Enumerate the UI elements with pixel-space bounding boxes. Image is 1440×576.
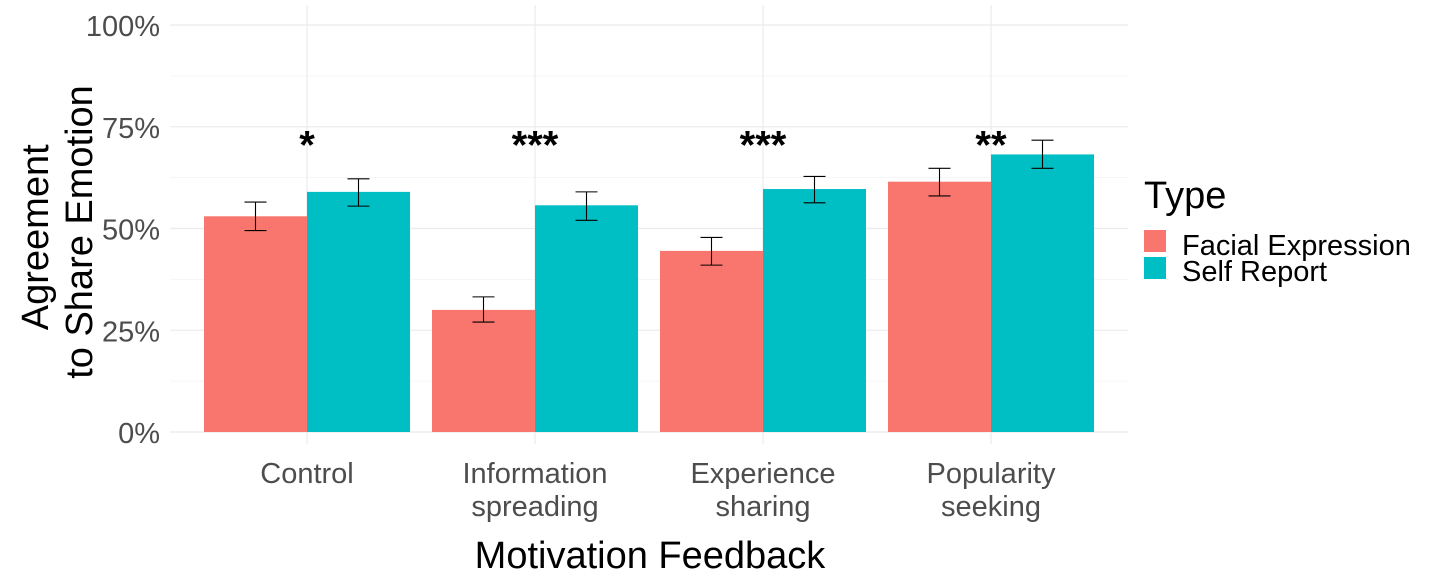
legend: Type Facial Expression Self Report xyxy=(1144,175,1411,288)
x-tick-label-line: sharing xyxy=(715,491,810,523)
significance-label: *** xyxy=(740,124,787,168)
x-tick-label: Information spreading xyxy=(462,458,607,523)
error-bar xyxy=(244,201,267,232)
error-bar xyxy=(928,167,951,197)
x-tick-label: Experience sharing xyxy=(690,458,835,523)
error-bar xyxy=(1031,139,1054,169)
y-tick-label: 25% xyxy=(102,316,160,348)
x-axis-tick-labels: Control Information spreading Experience sha… xyxy=(260,458,1056,523)
significance-annotations: * *** *** ** xyxy=(299,124,1007,168)
bar-self-report-0 xyxy=(307,191,410,432)
significance-label: *** xyxy=(512,124,559,168)
x-tick-label: Popularity seeking xyxy=(927,458,1056,523)
bars xyxy=(204,154,1094,432)
error-bars xyxy=(244,139,1054,323)
legend-swatch-self-report xyxy=(1144,257,1166,279)
x-tick-label-line: spreading xyxy=(471,491,598,523)
legend-title: Type xyxy=(1144,175,1226,217)
significance-label: * xyxy=(299,124,315,168)
error-bar xyxy=(347,178,370,207)
significance-label: ** xyxy=(975,124,1007,168)
error-bar xyxy=(803,175,826,204)
y-tick-label: 75% xyxy=(102,113,160,145)
bar-facial-expression-2 xyxy=(660,250,763,432)
y-tick-label: 0% xyxy=(118,418,160,450)
y-axis-title: Agreement to Share Emotion xyxy=(15,85,101,379)
x-tick-label: Control xyxy=(260,458,354,490)
bar-self-report-1 xyxy=(535,205,638,432)
error-bar xyxy=(700,236,723,266)
bar-facial-expression-0 xyxy=(204,216,307,432)
x-tick-label-line: Popularity xyxy=(927,458,1056,490)
legend-label-self-report: Self Report xyxy=(1182,256,1327,288)
legend-swatch-facial-expression xyxy=(1144,230,1166,252)
y-axis-tick-labels: 0% 25% 50% 75% 100% xyxy=(86,11,160,450)
bar-self-report-2 xyxy=(763,189,866,432)
y-tick-label: 50% xyxy=(102,215,160,247)
error-bar xyxy=(575,191,598,221)
y-tick-label: 100% xyxy=(86,11,160,43)
x-tick-label-line: Information xyxy=(462,458,607,490)
legend-label-facial-expression: Facial Expression xyxy=(1182,230,1411,262)
error-bar xyxy=(472,296,495,323)
x-axis-title: Motivation Feedback xyxy=(475,535,827,576)
bar-facial-expression-3 xyxy=(888,181,991,432)
bar-self-report-3 xyxy=(991,154,1094,432)
x-tick-label-line: seeking xyxy=(941,491,1041,523)
x-tick-label-line: Experience xyxy=(690,458,835,490)
x-tick-label-line: Control xyxy=(260,458,354,490)
y-axis-title-line-2: to Share Emotion xyxy=(59,85,101,379)
y-axis-title-line-1: Agreement xyxy=(15,144,57,330)
bar-facial-expression-1 xyxy=(432,309,535,432)
